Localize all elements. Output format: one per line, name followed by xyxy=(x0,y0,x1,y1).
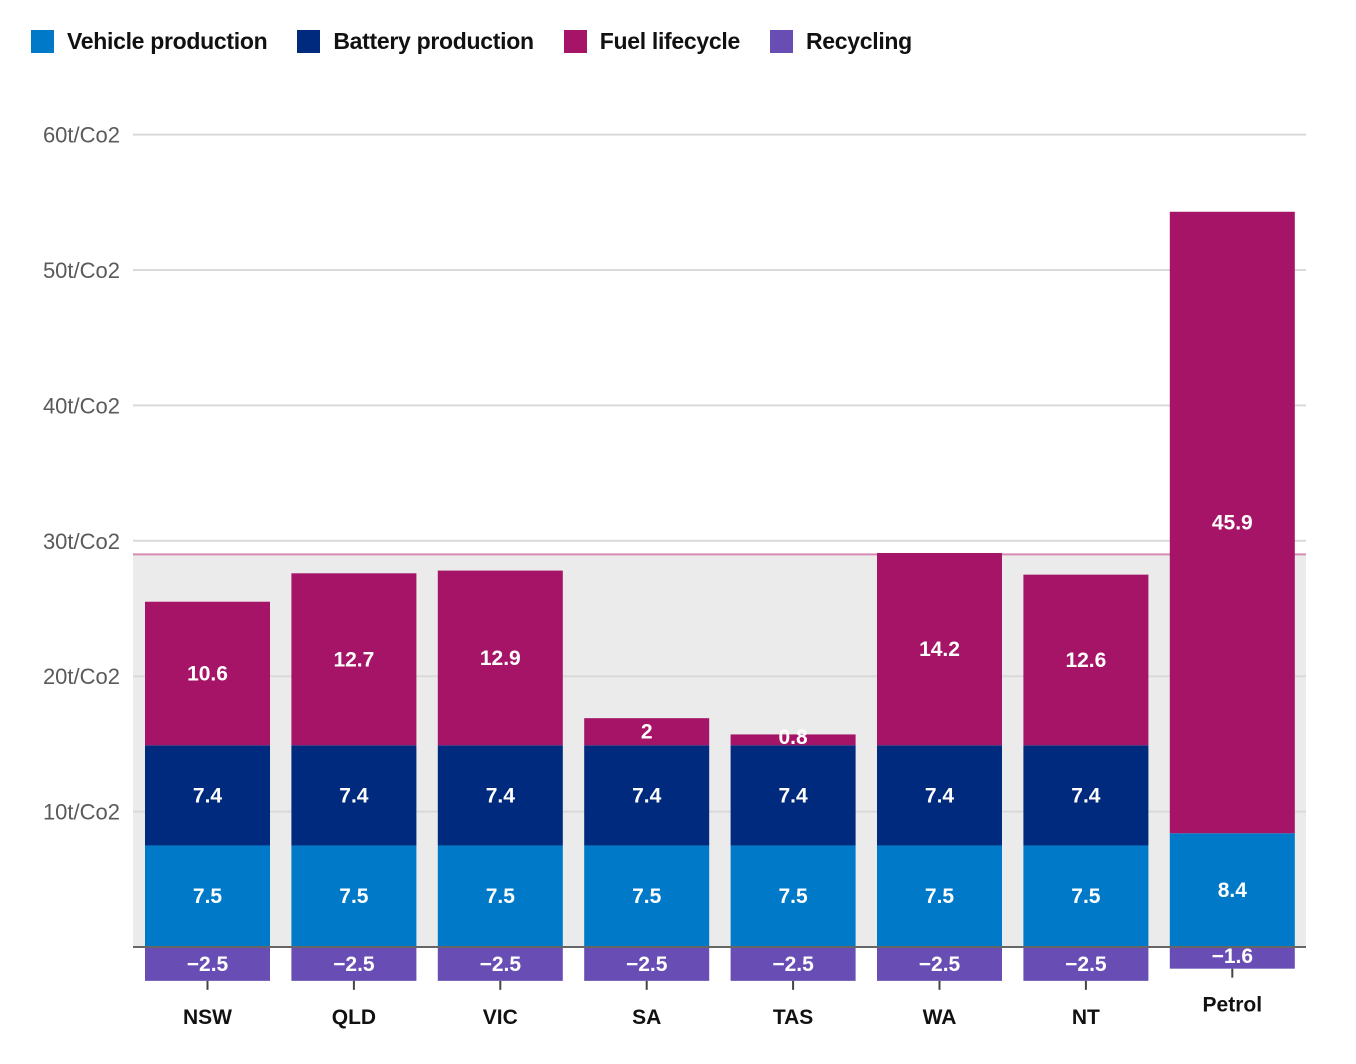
data-label: 7.5 xyxy=(632,885,662,908)
bar-segment-battery-production xyxy=(291,745,417,846)
y-tick-label: 10t/Co2 xyxy=(43,800,120,825)
bar-segment-battery-production xyxy=(437,745,563,846)
bar-segment-vehicle-production xyxy=(291,845,417,947)
y-tick-label: 60t/Co2 xyxy=(43,123,120,148)
bar-segment-recycling xyxy=(1169,947,1295,969)
bar-segment-recycling xyxy=(437,947,563,981)
legend-swatch xyxy=(297,30,321,53)
x-category-label: VIC xyxy=(483,1006,518,1029)
data-label: 12.9 xyxy=(480,647,521,670)
data-label: −2.5 xyxy=(919,953,961,976)
y-tick-label: 50t/Co2 xyxy=(43,258,120,283)
data-label: −2.5 xyxy=(1065,953,1107,976)
x-category-label: SA xyxy=(632,1006,661,1029)
data-label: 7.5 xyxy=(1071,885,1101,908)
data-label: −2.5 xyxy=(772,953,814,976)
data-label: 7.5 xyxy=(339,885,369,908)
data-label: 7.4 xyxy=(632,784,662,807)
data-label: 7.5 xyxy=(486,885,516,908)
bar-segment-recycling xyxy=(877,947,1002,981)
bar-segment-recycling xyxy=(291,947,417,981)
bar-segment-battery-production xyxy=(584,745,710,846)
data-label: −2.5 xyxy=(480,953,522,976)
bar-segment-vehicle-production xyxy=(437,845,563,947)
data-label: 7.5 xyxy=(778,885,808,908)
data-label: −2.5 xyxy=(333,953,375,976)
data-label: 7.4 xyxy=(486,784,516,807)
data-label: −1.6 xyxy=(1212,945,1253,968)
y-tick-label: 30t/Co2 xyxy=(43,529,120,554)
x-category-label: NSW xyxy=(183,1006,232,1029)
bar-segment-recycling xyxy=(730,947,856,981)
legend-label: Vehicle production xyxy=(67,28,268,54)
data-label: 7.4 xyxy=(193,784,223,807)
bar-segment-vehicle-production xyxy=(877,845,1002,947)
bar-segment-vehicle-production xyxy=(1169,833,1295,947)
data-label: 7.4 xyxy=(1071,784,1101,807)
bar-segment-fuel-lifecycle xyxy=(584,718,710,746)
bar-segment-vehicle-production xyxy=(145,845,270,947)
bar-segment-recycling xyxy=(1023,947,1149,981)
legend-item-recycling: Recycling xyxy=(769,28,912,55)
legend-label: Recycling xyxy=(805,28,912,54)
data-label: 2 xyxy=(641,721,653,744)
bar-segment-fuel-lifecycle xyxy=(730,734,856,746)
data-label: 7.4 xyxy=(339,784,369,807)
data-label: 12.6 xyxy=(1065,649,1106,672)
x-category-label: Petrol xyxy=(1203,994,1263,1017)
bar-segment-battery-production xyxy=(877,745,1002,846)
bar-segment-fuel-lifecycle xyxy=(291,573,417,746)
legend-swatch xyxy=(31,30,54,53)
y-tick-label: 20t/Co2 xyxy=(43,664,120,689)
bar-segment-battery-production xyxy=(145,745,270,846)
bar-segment-fuel-lifecycle xyxy=(1023,574,1149,746)
bar-segment-fuel-lifecycle xyxy=(877,552,1002,746)
bar-segment-fuel-lifecycle xyxy=(1169,211,1295,834)
bar-segment-vehicle-production xyxy=(730,845,856,947)
data-label: 7.5 xyxy=(925,885,955,908)
bar-segment-vehicle-production xyxy=(1023,845,1149,947)
data-label: 8.4 xyxy=(1218,879,1248,902)
y-tick-label: 40t/Co2 xyxy=(43,393,120,418)
data-label: 7.5 xyxy=(193,885,223,908)
data-label: 14.2 xyxy=(919,638,960,661)
bar-segment-fuel-lifecycle xyxy=(437,570,563,746)
legend-item-battery-production: Battery production xyxy=(297,28,534,55)
legend-label: Fuel lifecycle xyxy=(599,28,741,54)
data-label: −2.5 xyxy=(187,953,229,976)
x-category-label: NT xyxy=(1072,1006,1100,1029)
bar-segment-recycling xyxy=(584,947,710,981)
bar-segment-fuel-lifecycle xyxy=(145,601,270,746)
legend-item-fuel-lifecycle: Fuel lifecycle xyxy=(563,28,741,55)
data-label: 7.4 xyxy=(925,784,955,807)
bar-segment-battery-production xyxy=(730,745,856,846)
data-label: 12.7 xyxy=(333,648,374,671)
chart-legend: Vehicle production Battery production Fu… xyxy=(31,28,942,55)
x-category-label: TAS xyxy=(773,1006,813,1029)
legend-swatch xyxy=(769,30,793,53)
data-label: 10.6 xyxy=(187,662,228,685)
data-label: −2.5 xyxy=(626,953,668,976)
data-label: 45.9 xyxy=(1212,512,1253,535)
bar-segment-vehicle-production xyxy=(584,845,710,947)
legend-label: Battery production xyxy=(333,28,534,54)
bar-segment-recycling xyxy=(145,947,270,981)
bar-segment-battery-production xyxy=(1023,745,1149,846)
x-category-label: WA xyxy=(923,1006,957,1029)
data-label: 7.4 xyxy=(778,784,808,807)
x-category-label: QLD xyxy=(332,1006,376,1029)
legend-swatch xyxy=(563,30,587,53)
legend-item-vehicle-production: Vehicle production xyxy=(31,28,268,55)
data-label: 0.8 xyxy=(778,726,808,749)
